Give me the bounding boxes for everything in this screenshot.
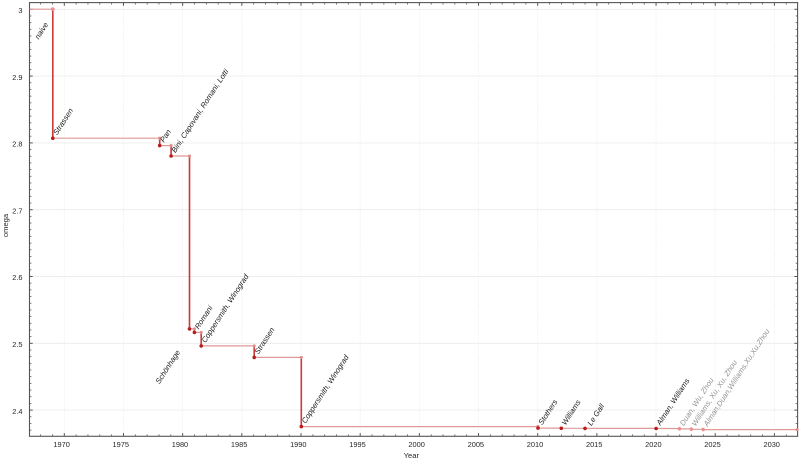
svg-text:2010: 2010 xyxy=(527,440,543,449)
svg-text:2015: 2015 xyxy=(586,440,602,449)
svg-text:2.5: 2.5 xyxy=(12,340,22,349)
svg-text:1975: 1975 xyxy=(113,440,129,449)
svg-text:1970: 1970 xyxy=(53,440,69,449)
svg-text:3: 3 xyxy=(18,6,22,15)
svg-text:2.9: 2.9 xyxy=(12,73,22,82)
svg-text:2.4: 2.4 xyxy=(12,407,22,416)
svg-text:1985: 1985 xyxy=(231,440,247,449)
svg-text:2.8: 2.8 xyxy=(12,140,22,149)
svg-text:2005: 2005 xyxy=(468,440,484,449)
svg-text:2020: 2020 xyxy=(645,440,661,449)
svg-text:omega: omega xyxy=(1,213,10,237)
svg-text:2025: 2025 xyxy=(704,440,720,449)
svg-text:1995: 1995 xyxy=(349,440,365,449)
svg-text:1990: 1990 xyxy=(290,440,306,449)
svg-text:1980: 1980 xyxy=(172,440,188,449)
svg-text:2000: 2000 xyxy=(408,440,424,449)
svg-text:2.6: 2.6 xyxy=(12,273,22,282)
svg-text:2030: 2030 xyxy=(763,440,779,449)
svg-text:Year: Year xyxy=(404,451,420,460)
svg-text:2.7: 2.7 xyxy=(12,206,22,215)
